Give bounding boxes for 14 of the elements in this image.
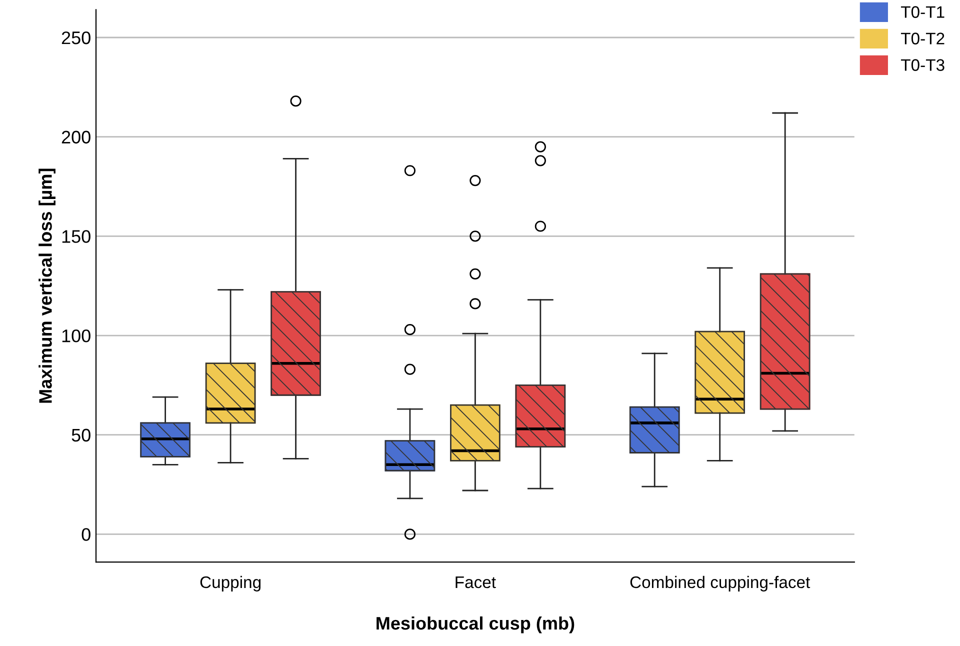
y-tick-label: 200 [62,130,90,144]
y-tick-label: 250 [62,31,90,44]
x-tick-label: Cupping [200,576,261,592]
y-axis-title: Maximum vertical loss [µm] [38,168,56,403]
y-tick-label: 100 [62,329,90,342]
x-axis-title: Mesiobuccal cusp (mb) [376,616,574,634]
y-tick-label: 0 [82,528,90,541]
y-tick-label: 50 [72,428,90,442]
x-tick-label: Combined cupping-facet [630,576,810,592]
y-tick-label: 150 [62,230,90,243]
legend-label: T0-T2 [900,32,944,44]
legend-label: T0-T1 [900,6,944,18]
x-tick-label: Facet [456,576,496,588]
legend-label: T0-T3 [900,59,944,71]
